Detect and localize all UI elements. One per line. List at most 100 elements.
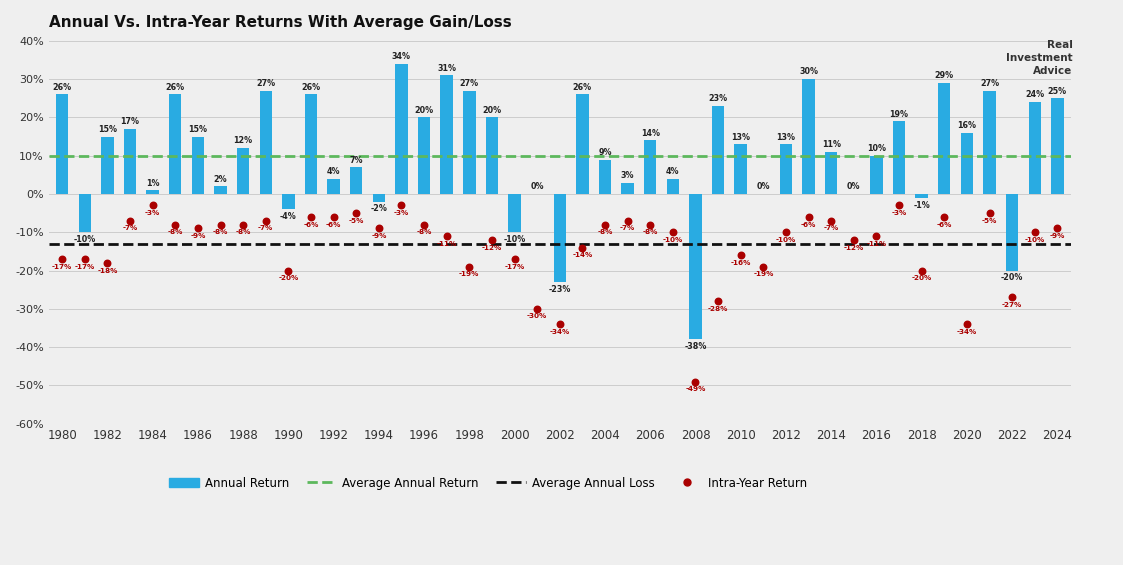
- Text: -14%: -14%: [573, 252, 593, 258]
- Bar: [418, 118, 430, 194]
- Text: 1%: 1%: [146, 179, 159, 188]
- Text: 15%: 15%: [98, 125, 117, 134]
- Text: -6%: -6%: [801, 221, 816, 228]
- Bar: [802, 79, 815, 194]
- Point: [1049, 224, 1067, 233]
- Text: -20%: -20%: [279, 275, 299, 281]
- Point: [302, 212, 320, 221]
- Bar: [463, 90, 475, 194]
- Text: -34%: -34%: [957, 329, 977, 334]
- Point: [1003, 293, 1021, 302]
- Point: [913, 266, 931, 275]
- Point: [732, 251, 750, 260]
- Text: 26%: 26%: [301, 83, 320, 92]
- Point: [777, 228, 795, 237]
- Bar: [554, 194, 566, 282]
- Bar: [101, 137, 113, 194]
- Point: [392, 201, 410, 210]
- Point: [641, 220, 659, 229]
- Text: -9%: -9%: [190, 233, 206, 239]
- Text: -12%: -12%: [843, 245, 864, 250]
- Bar: [712, 106, 724, 194]
- Bar: [667, 179, 679, 194]
- Bar: [621, 182, 633, 194]
- Point: [709, 297, 727, 306]
- Text: 2%: 2%: [213, 175, 227, 184]
- Text: 34%: 34%: [392, 52, 411, 61]
- Point: [574, 243, 592, 252]
- Point: [1025, 228, 1043, 237]
- Point: [325, 212, 343, 221]
- Text: -12%: -12%: [482, 245, 502, 250]
- Bar: [1051, 98, 1063, 194]
- Text: -19%: -19%: [459, 271, 480, 277]
- Bar: [79, 194, 91, 232]
- Text: 31%: 31%: [437, 64, 456, 73]
- Text: 0%: 0%: [530, 182, 544, 192]
- Text: 13%: 13%: [731, 133, 750, 142]
- Text: 26%: 26%: [573, 83, 592, 92]
- Bar: [779, 144, 792, 194]
- Text: 0%: 0%: [847, 182, 860, 192]
- Text: 23%: 23%: [709, 94, 728, 103]
- Text: 15%: 15%: [189, 125, 208, 134]
- Point: [144, 201, 162, 210]
- Text: Real
Investment
Advice: Real Investment Advice: [1006, 40, 1072, 76]
- Text: 4%: 4%: [666, 167, 679, 176]
- Point: [755, 262, 773, 271]
- Bar: [124, 129, 136, 194]
- Text: 0%: 0%: [757, 182, 770, 192]
- Point: [867, 232, 885, 241]
- Text: 14%: 14%: [641, 129, 659, 138]
- Point: [958, 320, 976, 329]
- Text: -8%: -8%: [236, 229, 250, 235]
- Bar: [395, 64, 408, 194]
- Text: 27%: 27%: [980, 79, 999, 88]
- Text: -4%: -4%: [280, 212, 296, 221]
- Bar: [282, 194, 294, 209]
- Bar: [328, 179, 340, 194]
- Text: -10%: -10%: [1024, 237, 1044, 243]
- Point: [189, 224, 207, 233]
- Text: -8%: -8%: [597, 229, 613, 235]
- Bar: [643, 141, 657, 194]
- Text: -10%: -10%: [503, 235, 526, 244]
- Text: 7%: 7%: [349, 155, 363, 164]
- Bar: [259, 90, 272, 194]
- Point: [596, 220, 614, 229]
- Bar: [960, 133, 974, 194]
- Text: 25%: 25%: [1048, 86, 1067, 95]
- Text: -20%: -20%: [912, 275, 932, 281]
- Text: -2%: -2%: [371, 205, 387, 214]
- Text: -10%: -10%: [663, 237, 683, 243]
- Text: -6%: -6%: [326, 221, 341, 228]
- Text: -11%: -11%: [437, 241, 457, 247]
- Point: [416, 220, 433, 229]
- Bar: [237, 148, 249, 194]
- Text: -17%: -17%: [504, 264, 524, 270]
- Point: [347, 208, 365, 218]
- Point: [935, 212, 953, 221]
- Text: 13%: 13%: [776, 133, 795, 142]
- Text: 24%: 24%: [1025, 90, 1044, 99]
- Bar: [599, 159, 611, 194]
- Point: [483, 236, 501, 245]
- Text: -5%: -5%: [348, 218, 364, 224]
- Text: -30%: -30%: [527, 314, 547, 319]
- Text: 11%: 11%: [822, 140, 841, 149]
- Point: [257, 216, 275, 225]
- Text: 16%: 16%: [958, 121, 976, 130]
- Text: -3%: -3%: [892, 210, 906, 216]
- Text: -20%: -20%: [1001, 273, 1023, 282]
- Text: -7%: -7%: [823, 225, 839, 232]
- Text: 20%: 20%: [483, 106, 502, 115]
- Bar: [485, 118, 499, 194]
- Text: -17%: -17%: [52, 264, 72, 270]
- Text: 19%: 19%: [889, 110, 909, 119]
- Point: [822, 216, 840, 225]
- Text: -9%: -9%: [1050, 233, 1065, 239]
- Text: Annual Vs. Intra-Year Returns With Average Gain/Loss: Annual Vs. Intra-Year Returns With Avera…: [48, 15, 511, 30]
- Text: -6%: -6%: [303, 221, 319, 228]
- Point: [528, 305, 546, 314]
- Bar: [56, 94, 69, 194]
